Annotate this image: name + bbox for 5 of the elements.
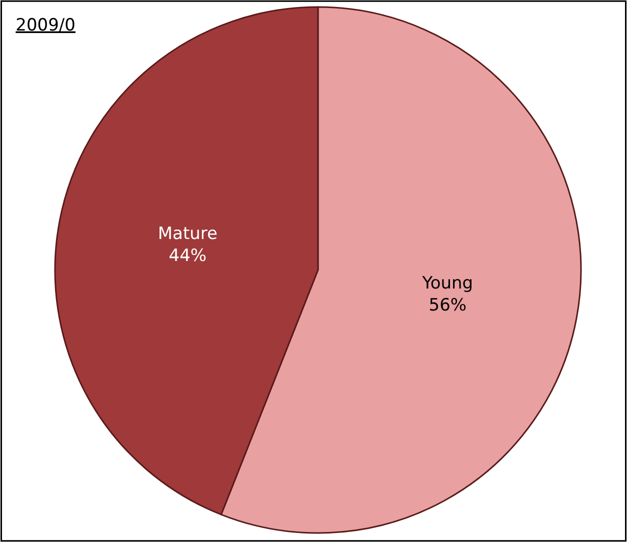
data-label: 56% (428, 296, 467, 316)
text: 2009/0 (16, 15, 76, 36)
slice-label: Young (421, 274, 474, 294)
data-label: 44% (168, 246, 207, 266)
slice-label: Mature (158, 224, 218, 244)
